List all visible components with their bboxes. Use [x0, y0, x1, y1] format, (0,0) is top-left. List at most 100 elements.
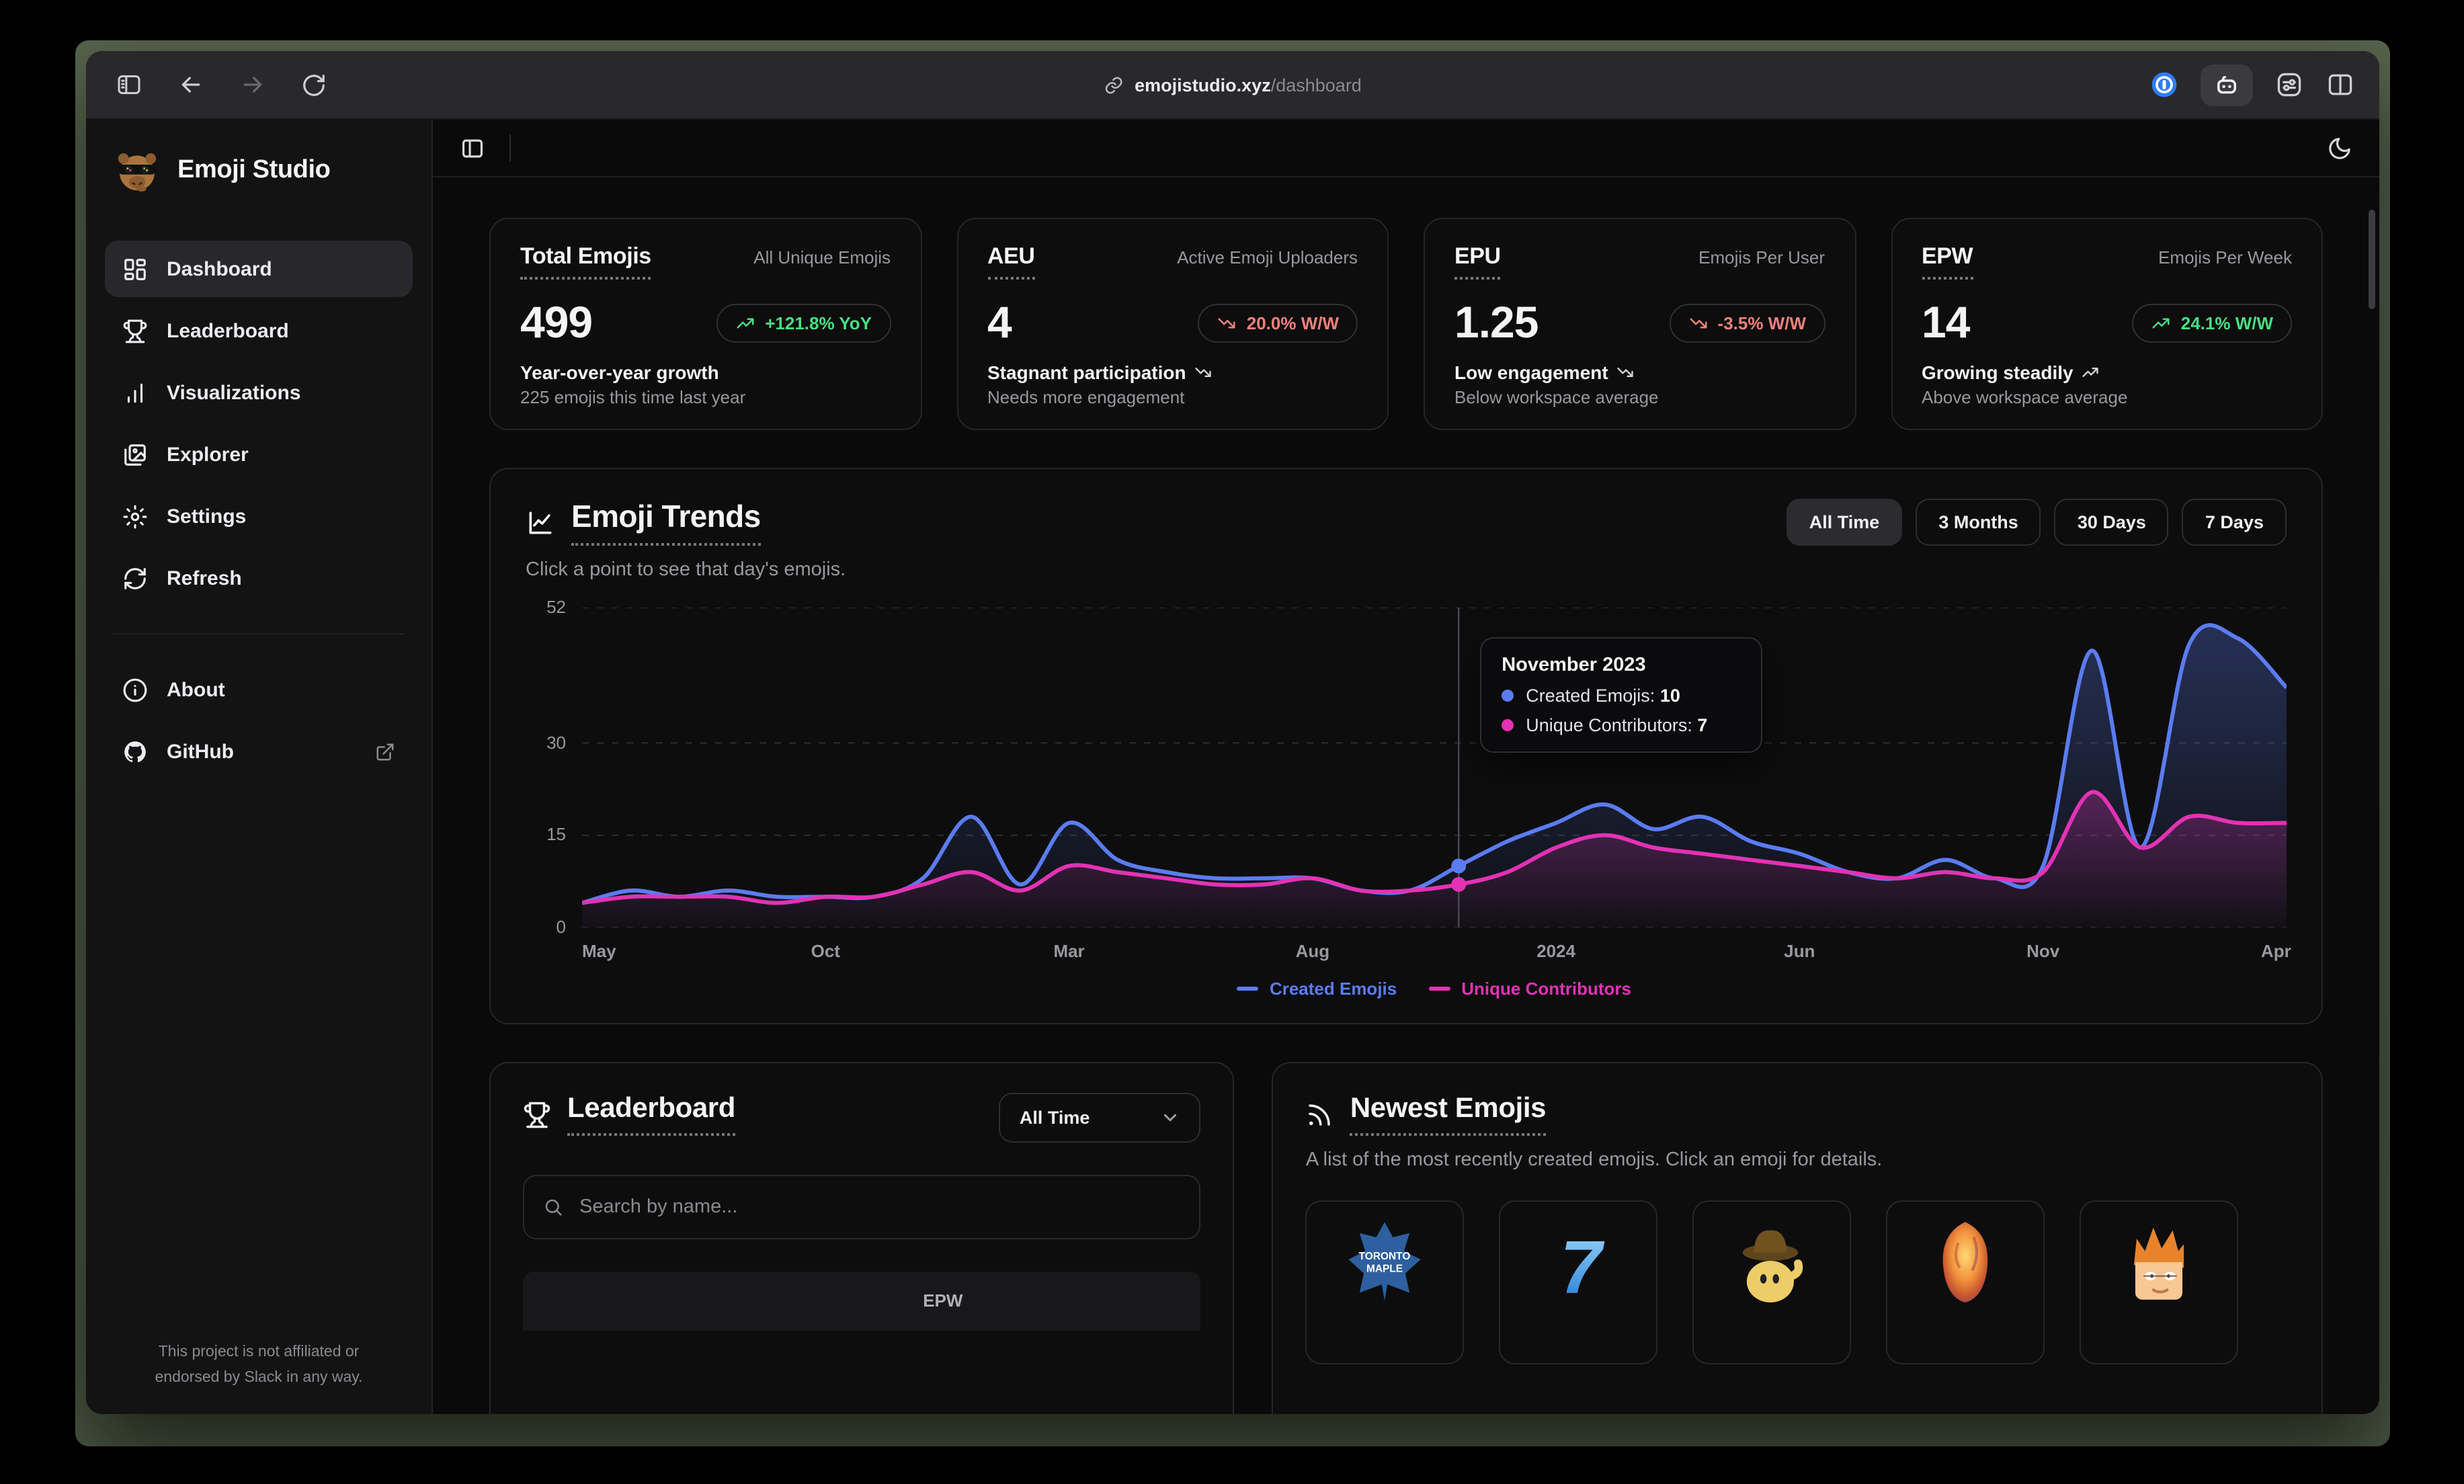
images-icon	[124, 444, 146, 465]
bar-chart-icon	[127, 382, 143, 403]
stat-note-subtitle: Above workspace average	[1922, 387, 2128, 407]
emoji-tile-blue-seven-emoji[interactable]: 7	[1499, 1200, 1658, 1364]
x-tick-label: May	[582, 941, 616, 961]
trend-up-icon	[2082, 368, 2099, 377]
stat-subtitle: Emojis Per Week	[2158, 247, 2292, 267]
forward-icon[interactable]	[239, 71, 266, 98]
reload-icon[interactable]	[301, 72, 327, 97]
y-tick-label: 0	[556, 917, 566, 937]
select-value: All Time	[1019, 1108, 1090, 1128]
range-button-all-time[interactable]: All Time	[1786, 499, 1903, 546]
sidebar-item-label: Explorer	[167, 443, 249, 466]
stat-note-title: Low engagement	[1454, 362, 1825, 383]
sidebar-item-leaderboard[interactable]: Leaderboard	[105, 302, 413, 359]
back-icon[interactable]	[177, 71, 204, 98]
external-link-icon	[376, 743, 394, 760]
emoji-tile-fireball-emoji[interactable]	[1886, 1200, 2045, 1364]
leaderboard-range-select[interactable]: All Time	[999, 1093, 1201, 1143]
link-icon	[1105, 76, 1122, 93]
emoji-tiles: TORONTO MAPLE 7	[1305, 1200, 2289, 1364]
sidebar-item-label: Leaderboard	[167, 319, 289, 342]
trend-down-icon	[1195, 368, 1212, 377]
robot-extension-icon[interactable]	[2201, 64, 2253, 106]
y-tick-label: 52	[546, 597, 566, 617]
trend-down-icon	[1690, 317, 1707, 328]
fireball-emoji-icon	[1922, 1218, 2010, 1363]
column-header-epw[interactable]: EPW	[923, 1290, 963, 1311]
emoji-tile-fry-emoji[interactable]	[2080, 1200, 2239, 1364]
trend-down-icon	[1219, 317, 1236, 328]
sidebar-item-visualizations[interactable]: Visualizations	[105, 364, 413, 421]
tooltip-title: November 2023	[1502, 655, 1646, 676]
stat-subtitle: Emojis Per User	[1698, 247, 1825, 267]
search-input[interactable]	[577, 1195, 1181, 1219]
emoji-tile-toronto-maple-leafs-emoji[interactable]: TORONTO MAPLE	[1305, 1200, 1465, 1364]
stat-subtitle: All Unique Emojis	[753, 247, 891, 267]
header-divider	[509, 134, 511, 161]
main-area: Total Emojis All Unique Emojis 499 +121.8% …	[433, 120, 2379, 1414]
sidebar: Emoji Studio Dashboard Leaderboard Visuali…	[86, 120, 433, 1414]
emoji-tile-cowboy-emoji[interactable]	[1692, 1200, 1852, 1364]
stat-trend-badge: +121.8% YoY	[716, 303, 891, 342]
scrollbar-thumb[interactable]	[2369, 210, 2375, 309]
stat-title: EPU	[1454, 243, 1501, 280]
stat-subtitle: Active Emoji Uploaders	[1177, 247, 1358, 267]
x-tick-label: Apr	[2260, 941, 2291, 961]
sidebar-item-about[interactable]: About	[105, 661, 413, 718]
stat-note-title: Stagnant participation	[987, 362, 1358, 383]
svg-text:TORONTO: TORONTO	[1360, 1251, 1411, 1262]
sidebar-item-dashboard[interactable]: Dashboard	[105, 241, 413, 297]
stat-trend-badge: 24.1% W/W	[2132, 303, 2292, 342]
onepassword-extension-icon[interactable]	[2149, 70, 2179, 99]
fry-emoji-icon	[2115, 1218, 2204, 1363]
x-tick-label: Oct	[811, 941, 840, 961]
trends-title: Emoji Trends	[571, 499, 761, 546]
toronto-maple-leafs-emoji-icon: TORONTO MAPLE	[1341, 1218, 1430, 1363]
sidebar-nav-secondary: About GitHub	[105, 661, 413, 780]
github-icon	[124, 741, 146, 762]
stat-value: 499	[520, 297, 593, 347]
rss-icon	[1309, 1104, 1331, 1125]
main-header	[433, 120, 2379, 177]
extensions-settings-icon[interactable]	[2274, 70, 2304, 99]
leaderboard-title: Leaderboard	[567, 1093, 735, 1136]
panel-toggle-icon[interactable]	[460, 135, 485, 161]
address-bar[interactable]: emojistudio.xyz/dashboard	[1104, 75, 1362, 95]
dashboard-content: Total Emojis All Unique Emojis 499 +121.8% …	[433, 177, 2379, 1414]
search-icon	[545, 1199, 562, 1216]
x-tick-label: Aug	[1295, 941, 1330, 961]
sidebar-item-explorer[interactable]: Explorer	[105, 426, 413, 483]
range-button-30-days[interactable]: 30 Days	[2054, 499, 2169, 546]
stat-note-subtitle: Below workspace average	[1454, 387, 1659, 407]
refresh-icon	[124, 567, 146, 589]
stat-card-aeu: AEU Active Emoji Uploaders 4 20.0% W/W Stagn…	[956, 218, 1389, 430]
newest-emojis-title: Newest Emojis	[1350, 1093, 1547, 1136]
range-button-3-months[interactable]: 3 Months	[1916, 499, 2041, 546]
sidebar-item-label: GitHub	[167, 740, 234, 763]
chart-plot-area[interactable]: November 2023 Created Emojis: 10 Unique C…	[582, 608, 2287, 928]
dark-mode-toggle-icon[interactable]	[2327, 135, 2352, 161]
sidebar-divider	[113, 633, 405, 634]
sidebar-item-refresh[interactable]: Refresh	[105, 550, 413, 606]
svg-text:7: 7	[1561, 1225, 1606, 1307]
app-root: Emoji Studio Dashboard Leaderboard Visuali…	[86, 120, 2379, 1414]
stat-title: Total Emojis	[520, 243, 651, 280]
stats-grid: Total Emojis All Unique Emojis 499 +121.8% …	[489, 218, 2323, 430]
x-tick-label: Nov	[2026, 941, 2060, 961]
stat-title: AEU	[987, 243, 1035, 280]
gear-icon	[123, 504, 147, 528]
time-range-buttons: All Time 3 Months 30 Days 7 Days	[1786, 499, 2287, 546]
sidebar-item-settings[interactable]: Settings	[105, 488, 413, 544]
svg-text:MAPLE: MAPLE	[1367, 1263, 1403, 1274]
stat-title: EPW	[1922, 243, 1973, 280]
range-button-7-days[interactable]: 7 Days	[2182, 499, 2287, 546]
app-title: Emoji Studio	[177, 156, 331, 184]
trend-up-icon	[737, 317, 754, 328]
split-view-icon[interactable]	[2326, 70, 2355, 99]
stat-trend-badge: -3.5% W/W	[1669, 303, 1825, 342]
sidebar-item-github[interactable]: GitHub	[105, 723, 413, 780]
y-tick-label: 30	[546, 732, 566, 753]
leaderboard-table-header: EPW	[523, 1272, 1201, 1331]
app-logo-row[interactable]: Emoji Studio	[105, 144, 413, 198]
browser-sidebar-toggle-icon[interactable]	[116, 71, 142, 98]
